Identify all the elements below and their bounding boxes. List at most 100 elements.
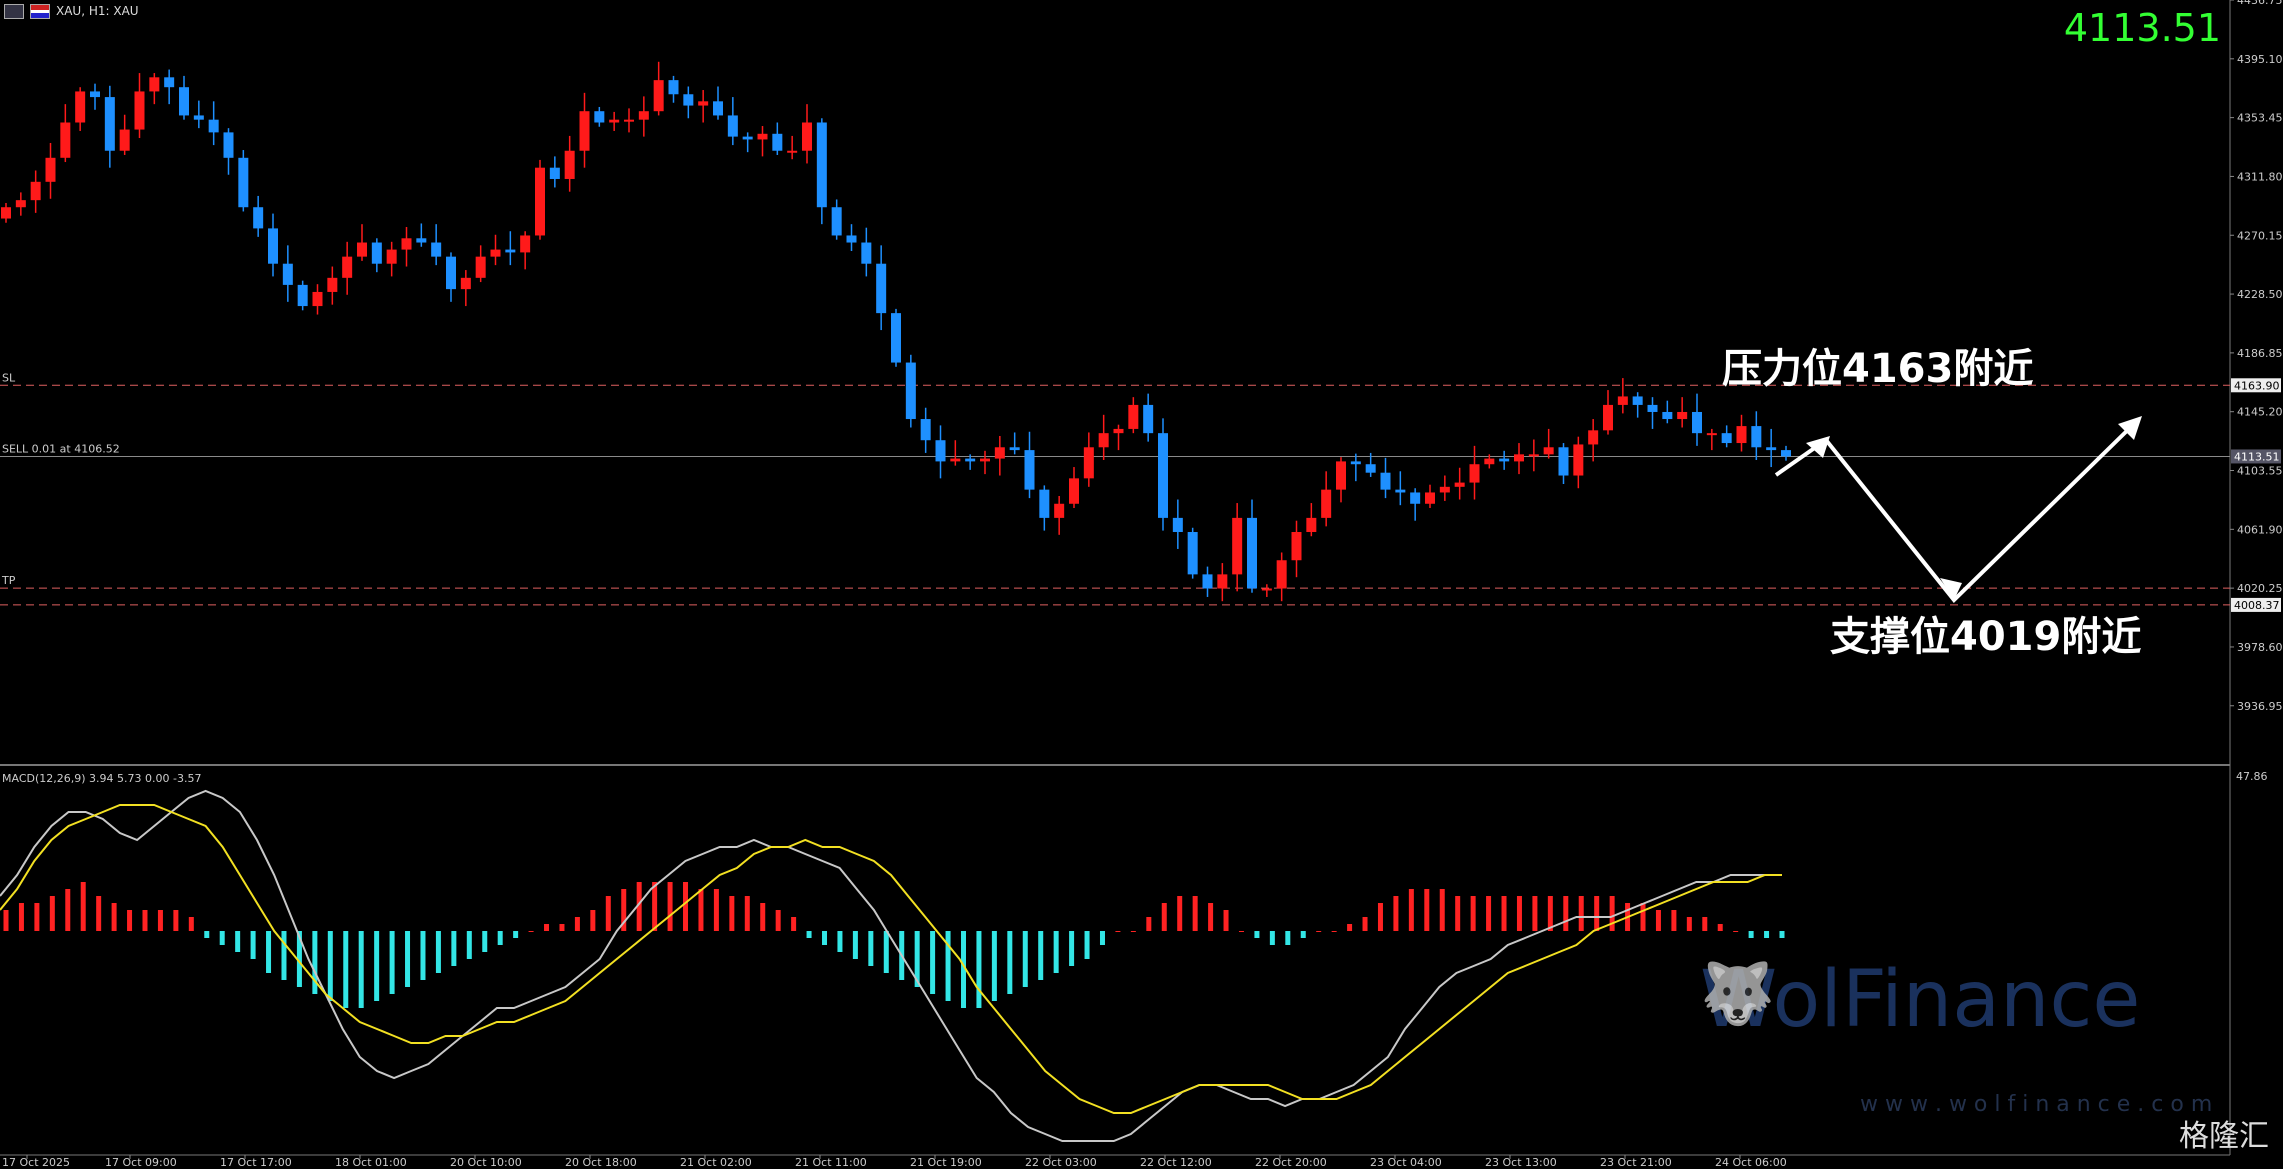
macd-bar [1285, 931, 1291, 945]
macd-bar [157, 910, 163, 931]
candle-body [1662, 411, 1673, 420]
macd-bar [405, 931, 411, 987]
candle-body [1499, 458, 1510, 462]
macd-bar [1316, 931, 1322, 932]
candle-body [905, 362, 916, 420]
candle-body [1321, 489, 1332, 518]
time-tick-label: 24 Oct 06:00 [1715, 1156, 1787, 1169]
macd-bar [1393, 896, 1399, 931]
time-tick-label: 21 Oct 11:00 [795, 1156, 867, 1169]
candle-body [1751, 426, 1762, 448]
macd-bar [3, 910, 9, 931]
candle-body [1247, 517, 1257, 589]
time-axis[interactable]: 17 Oct 2025 17 Oct 09:00 17 Oct 17:00 18 Oc… [2, 1155, 1787, 1169]
macd-bar [1269, 931, 1275, 945]
level-axis-label: 4163.90 [2234, 379, 2280, 392]
candles [1, 61, 1791, 602]
candle-body [238, 157, 249, 208]
trade-levels[interactable]: SL 4163.90 SELL 0.01 at 4106.52 4113.51 TP 40… [0, 371, 2281, 612]
candle-body [253, 207, 264, 229]
macd-bar [466, 931, 472, 959]
price-axis[interactable]: 4436.75 4395.10 4353.45 4311.80 4270.15 4228.… [2230, 0, 2283, 713]
macd-bar [1486, 896, 1492, 931]
macd-bar [1671, 910, 1677, 931]
macd-bar [775, 910, 781, 931]
macd-bar [80, 882, 86, 931]
macd-bar [1547, 896, 1553, 931]
macd-bar [930, 931, 936, 994]
price-tick-label: 4436.75 [2237, 0, 2283, 7]
candle-body [1143, 404, 1154, 434]
candle-body [1692, 411, 1702, 434]
candle-body [1232, 517, 1243, 575]
watermark-url: w w w . w o l f i n a n c e . c o m [1860, 1092, 2213, 1117]
candle-body [1, 207, 11, 219]
level-label: SL [2, 371, 16, 384]
candle-body [90, 91, 100, 98]
macd-bar [1455, 896, 1461, 931]
candle-body [1054, 503, 1065, 518]
candle-body [1113, 428, 1124, 434]
macd-bar [219, 931, 225, 945]
macd-bar [1161, 903, 1167, 931]
macd-bar [1300, 931, 1306, 938]
time-tick-label: 23 Oct 04:00 [1370, 1156, 1442, 1169]
candle-body [460, 277, 471, 290]
candle-body [490, 249, 501, 257]
macd-bar [1022, 931, 1028, 987]
candle-body [861, 242, 872, 264]
candle-body [1172, 517, 1183, 533]
macd-bar [652, 882, 658, 931]
candle-body [134, 91, 145, 130]
time-tick-label: 22 Oct 12:00 [1140, 1156, 1212, 1169]
macd-bar [976, 931, 982, 1008]
candle-body [297, 284, 308, 307]
level-label: SELL 0.01 at 4106.52 [2, 442, 120, 455]
macd-bar [1084, 931, 1090, 959]
candle-body [342, 256, 353, 278]
macd-bar [96, 896, 102, 931]
macd-bar [173, 910, 179, 931]
candle-body [846, 235, 857, 243]
macd-bar [204, 931, 210, 938]
macd-bar [960, 931, 966, 1008]
macd-bar [188, 917, 194, 931]
arrow-head [1806, 436, 1830, 458]
macd-bar [1238, 931, 1244, 932]
macd-main-line [0, 789, 1782, 1142]
price-tick-label: 3936.95 [2237, 700, 2283, 713]
time-tick-label: 23 Oct 13:00 [1485, 1156, 1557, 1169]
candle-body [1558, 447, 1569, 476]
price-tick-label: 4311.80 [2237, 170, 2283, 183]
macd-bar [1331, 931, 1337, 932]
candle-body [431, 242, 442, 257]
macd-bar [991, 931, 997, 1001]
candle-body [1425, 492, 1435, 504]
level-label: TP [1, 574, 16, 587]
candle-body [594, 111, 605, 123]
candle-body [75, 91, 86, 123]
candle-body [1350, 461, 1361, 465]
macd-bar [1717, 924, 1723, 931]
macd-bar [621, 889, 627, 931]
candle-body [327, 277, 338, 292]
macd-bar [1470, 896, 1476, 931]
macd-bar [1007, 931, 1013, 994]
macd-bar [1177, 896, 1183, 931]
macd-bar [914, 931, 920, 987]
macd-bar [65, 889, 71, 931]
macd-bar [1053, 931, 1059, 973]
macd-lines [0, 789, 1782, 1142]
macd-signal-line [0, 804, 1782, 1114]
price-tick-label: 4103.55 [2237, 465, 2283, 478]
arrow-head [1940, 578, 1962, 600]
macd-bar [1563, 896, 1569, 931]
chart-icon[interactable] [4, 3, 24, 19]
macd-bar [559, 924, 565, 931]
macd-bar [1038, 931, 1044, 980]
candle-body [1187, 532, 1198, 575]
candle-body [1588, 430, 1599, 445]
macd-axis-top: 47.86 [2236, 770, 2268, 783]
support-annotation: 支撑位4019附近 [1830, 614, 2142, 660]
